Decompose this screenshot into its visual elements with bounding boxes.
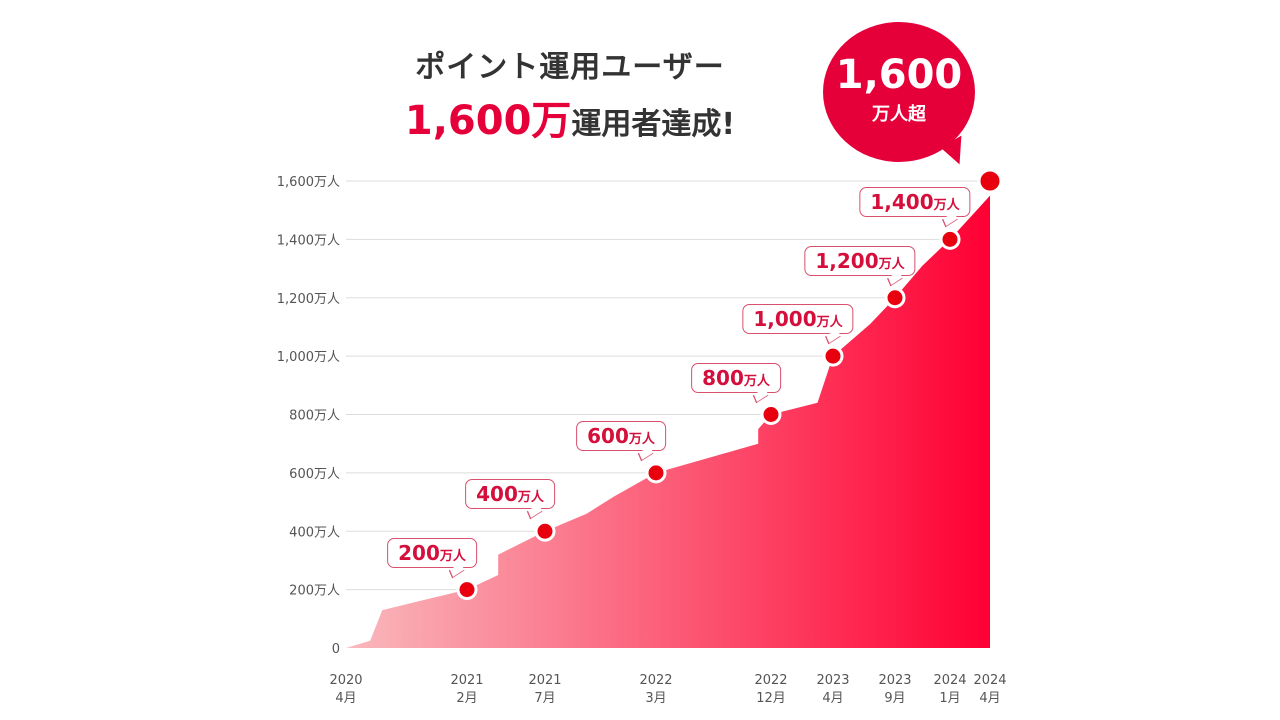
badge-unit: 万人超 (872, 104, 926, 125)
x-tick-month: 1月 (939, 691, 960, 706)
total-badge: 1,600 万人超 (823, 22, 975, 162)
y-tick-label: 0 (332, 642, 340, 657)
milestone-callout: 1,000万人 (742, 304, 854, 335)
x-tick-year: 2022 (754, 673, 787, 688)
callout-number: 1,000 (753, 307, 817, 332)
callout-number: 200 (398, 540, 440, 565)
callout-unit: 万人 (816, 315, 843, 331)
callout-number: 600 (587, 423, 629, 448)
x-tick-month: 2月 (456, 691, 477, 706)
x-tick-year: 2023 (878, 673, 911, 688)
y-tick-label: 1,600万人 (277, 175, 340, 190)
x-tick-year: 2021 (528, 673, 561, 688)
milestone-callout: 200万人 (387, 537, 477, 568)
milestone-marker (645, 462, 667, 484)
milestone-callout: 1,400万人 (859, 187, 971, 218)
milestone-callout: 600万人 (576, 420, 666, 451)
y-tick-label: 1,400万人 (277, 233, 340, 248)
milestone-marker (939, 228, 961, 250)
x-tick-month: 4月 (979, 691, 1000, 706)
milestone-marker (884, 287, 906, 309)
x-tick-year: 2020 (329, 673, 362, 688)
milestone-callout: 800万人 (691, 362, 781, 393)
callout-number: 800 (702, 365, 744, 390)
x-tick-year: 2021 (450, 673, 483, 688)
headline-highlight: 1,600万 (404, 98, 572, 144)
callout-unit: 万人 (439, 548, 466, 564)
milestone-marker (456, 579, 478, 601)
y-tick-label: 400万人 (289, 525, 340, 540)
callout-unit: 万人 (743, 373, 770, 389)
milestone-marker (760, 404, 782, 425)
y-tick-label: 200万人 (289, 584, 340, 599)
x-tick-month: 12月 (756, 691, 786, 706)
y-tick-label: 800万人 (289, 409, 340, 424)
milestone-marker (977, 168, 1003, 194)
milestone-callout: 400万人 (465, 479, 555, 510)
callout-number: 1,200 (815, 248, 879, 273)
x-tick-month: 4月 (822, 691, 843, 706)
x-tick-year: 2023 (816, 673, 849, 688)
milestone-marker (822, 345, 844, 367)
x-tick-year: 2024 (973, 673, 1006, 688)
y-tick-label: 1,200万人 (277, 292, 340, 307)
callout-unit: 万人 (628, 431, 655, 447)
callout-number: 1,400 (870, 190, 934, 215)
headline-rest: 運用者達成! (571, 107, 736, 142)
callout-unit: 万人 (933, 198, 960, 214)
x-tick-month: 7月 (534, 691, 555, 706)
milestone-callout: 1,200万人 (804, 245, 916, 276)
callout-unit: 万人 (517, 490, 544, 506)
area-series (346, 195, 990, 648)
x-tick-month: 3月 (645, 691, 666, 706)
callout-unit: 万人 (878, 256, 905, 272)
x-tick-year: 2024 (933, 673, 966, 688)
y-tick-label: 1,000万人 (277, 350, 340, 365)
headline: ポイント運用ユーザー (415, 50, 725, 85)
subheadline: 1,600万運用者達成! (330, 88, 810, 146)
x-tick-month: 4月 (335, 691, 356, 706)
milestone-marker (534, 520, 556, 542)
y-tick-label: 600万人 (289, 467, 340, 482)
x-tick-year: 2022 (639, 673, 672, 688)
x-tick-month: 9月 (884, 691, 905, 706)
callout-number: 400 (476, 482, 518, 507)
badge-number: 1,600 (835, 52, 963, 98)
